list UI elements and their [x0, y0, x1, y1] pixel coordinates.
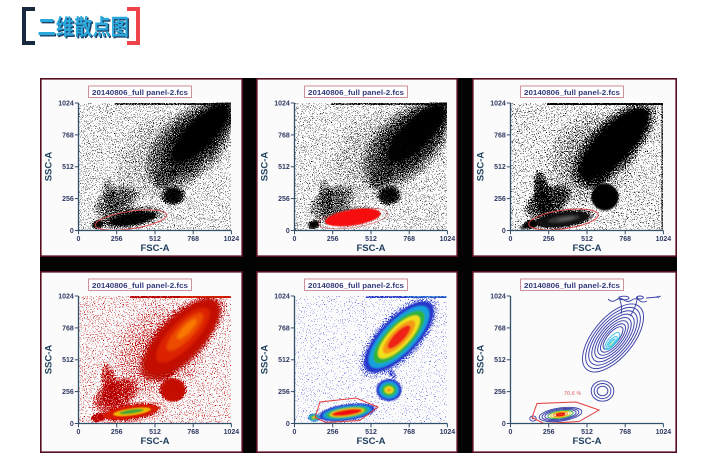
svg-text:SSC-A: SSC-A — [44, 345, 55, 375]
svg-text:256: 256 — [543, 429, 555, 436]
svg-text:0: 0 — [286, 228, 290, 235]
svg-text:SSC-A: SSC-A — [476, 345, 487, 375]
svg-text:20140806_full panel-2.fcs: 20140806_full panel-2.fcs — [92, 281, 188, 290]
svg-text:512: 512 — [62, 164, 74, 171]
svg-text:SSC-A: SSC-A — [44, 152, 55, 182]
svg-text:256: 256 — [327, 429, 339, 436]
svg-text:512: 512 — [365, 236, 377, 243]
svg-text:1024: 1024 — [490, 293, 506, 300]
svg-text:SSC-A: SSC-A — [260, 152, 271, 182]
svg-text:768: 768 — [278, 325, 290, 332]
svg-text:768: 768 — [403, 236, 415, 243]
svg-text:20140806_full panel-2.fcs: 20140806_full panel-2.fcs — [524, 281, 620, 290]
svg-text:FSC-A: FSC-A — [140, 243, 169, 254]
svg-text:256: 256 — [278, 389, 290, 396]
svg-text:512: 512 — [149, 236, 161, 243]
svg-text:0: 0 — [293, 236, 297, 243]
svg-text:SSC-A: SSC-A — [476, 152, 487, 182]
svg-text:0: 0 — [77, 429, 81, 436]
svg-text:768: 768 — [494, 132, 506, 139]
svg-text:20140806_full panel-2.fcs: 20140806_full panel-2.fcs — [308, 281, 404, 290]
svg-text:768: 768 — [62, 325, 74, 332]
svg-text:768: 768 — [187, 236, 199, 243]
svg-text:768: 768 — [619, 236, 631, 243]
svg-text:1024: 1024 — [224, 236, 240, 243]
svg-text:512: 512 — [494, 164, 506, 171]
svg-text:1024: 1024 — [224, 429, 240, 436]
svg-text:0: 0 — [509, 429, 513, 436]
svg-text:768: 768 — [619, 429, 631, 436]
svg-text:512: 512 — [278, 357, 290, 364]
svg-text:768: 768 — [187, 429, 199, 436]
svg-text:1024: 1024 — [58, 293, 74, 300]
svg-text:512: 512 — [278, 164, 290, 171]
svg-text:0: 0 — [293, 429, 297, 436]
svg-text:1024: 1024 — [440, 429, 456, 436]
svg-text:20140806_full panel-2.fcs: 20140806_full panel-2.fcs — [92, 88, 188, 97]
svg-text:20140806_full panel-2.fcs: 20140806_full panel-2.fcs — [308, 88, 404, 97]
svg-text:768: 768 — [494, 325, 506, 332]
svg-text:FSC-A: FSC-A — [572, 436, 601, 447]
svg-text:256: 256 — [111, 236, 123, 243]
svg-text:1024: 1024 — [274, 293, 290, 300]
svg-text:256: 256 — [494, 196, 506, 203]
svg-text:0: 0 — [286, 421, 290, 428]
svg-text:256: 256 — [494, 389, 506, 396]
svg-text:512: 512 — [62, 357, 74, 364]
svg-text:768: 768 — [62, 132, 74, 139]
svg-text:1024: 1024 — [58, 100, 74, 107]
svg-text:0: 0 — [77, 236, 81, 243]
svg-text:1024: 1024 — [656, 236, 672, 243]
svg-text:256: 256 — [111, 429, 123, 436]
svg-text:20140806_full panel-2.fcs: 20140806_full panel-2.fcs — [524, 88, 620, 97]
svg-text:0: 0 — [70, 228, 74, 235]
svg-text:1024: 1024 — [656, 429, 672, 436]
svg-text:1024: 1024 — [274, 100, 290, 107]
svg-text:FSC-A: FSC-A — [356, 243, 385, 254]
svg-text:512: 512 — [581, 236, 593, 243]
svg-text:FSC-A: FSC-A — [356, 436, 385, 447]
svg-text:256: 256 — [62, 389, 74, 396]
svg-text:FSC-A: FSC-A — [572, 243, 601, 254]
svg-text:0: 0 — [502, 228, 506, 235]
svg-text:1024: 1024 — [490, 100, 506, 107]
svg-text:256: 256 — [543, 236, 555, 243]
svg-text:512: 512 — [365, 429, 377, 436]
svg-text:1024: 1024 — [440, 236, 456, 243]
svg-text:70.6 %: 70.6 % — [564, 391, 581, 397]
svg-text:256: 256 — [278, 196, 290, 203]
svg-text:256: 256 — [327, 236, 339, 243]
svg-text:768: 768 — [278, 132, 290, 139]
svg-text:768: 768 — [403, 429, 415, 436]
svg-text:FSC-A: FSC-A — [140, 436, 169, 447]
svg-text:256: 256 — [62, 196, 74, 203]
svg-text:512: 512 — [494, 357, 506, 364]
svg-text:0: 0 — [502, 421, 506, 428]
svg-text:0: 0 — [509, 236, 513, 243]
svg-text:512: 512 — [581, 429, 593, 436]
svg-text:SSC-A: SSC-A — [260, 345, 271, 375]
svg-text:0: 0 — [70, 421, 74, 428]
svg-text:512: 512 — [149, 429, 161, 436]
